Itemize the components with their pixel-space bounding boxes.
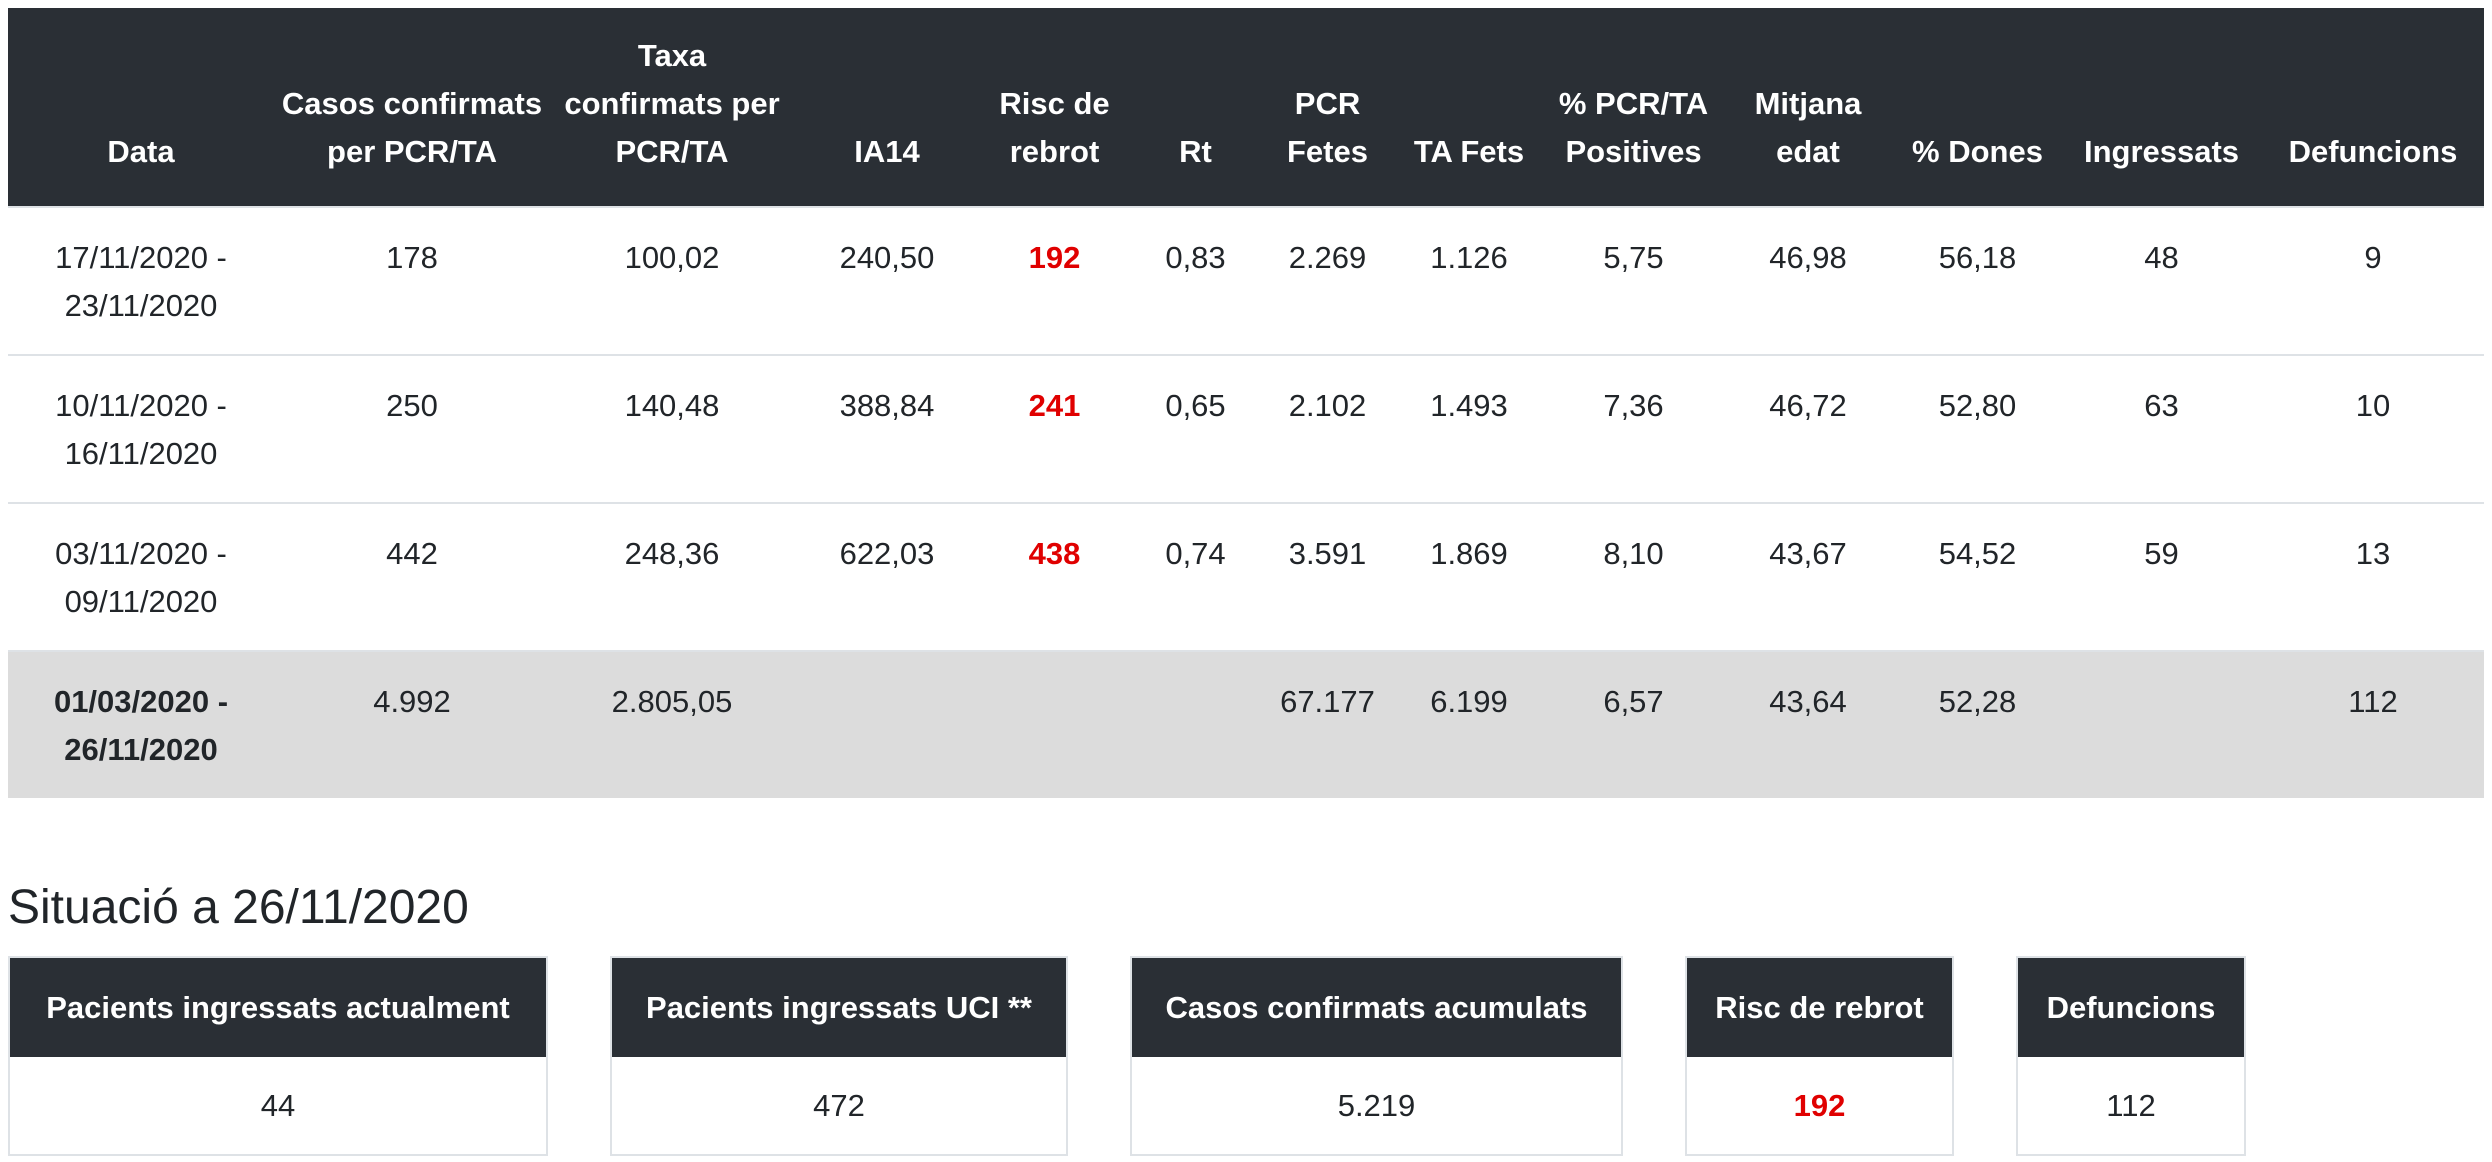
card-value: 5.219 (1337, 1087, 1416, 1123)
column-header: IA14 (794, 8, 980, 207)
table-cell: 250 (274, 354, 550, 503)
card-label: Defuncions (2018, 958, 2244, 1057)
column-header: Mitjana edat (1722, 8, 1894, 207)
table-cell: 56,18 (1894, 206, 2061, 355)
table-cell: 1.869 (1393, 502, 1545, 651)
table-cell: 438 (980, 502, 1129, 651)
table-cell (980, 650, 1129, 798)
table-row: 17/11/2020 - 23/11/2020 178 100,02 240,50 19… (8, 206, 2484, 355)
table-cell: 43,67 (1722, 502, 1894, 651)
table-cell: 0,74 (1129, 502, 1262, 651)
card-value: 112 (2106, 1087, 2156, 1123)
table-cell: 2.102 (1262, 354, 1393, 503)
table-cell: 59 (2061, 502, 2262, 651)
summary-card: Defuncions 112 (2016, 956, 2246, 1156)
table-cell: 248,36 (550, 502, 794, 651)
table-cell: 3.591 (1262, 502, 1393, 651)
card-value: 472 (813, 1087, 865, 1123)
summary-card: Pacients ingressats UCI ** 472 (610, 956, 1068, 1156)
card-label: Pacients ingressats UCI ** (612, 958, 1066, 1057)
table-cell: 03/11/2020 - 09/11/2020 (8, 502, 274, 651)
table-cell: 52,80 (1894, 354, 2061, 503)
table-cell: 5,75 (1545, 206, 1722, 355)
table-cell: 0,65 (1129, 354, 1262, 503)
table-cell: 100,02 (550, 206, 794, 355)
column-header: PCR Fetes (1262, 8, 1393, 207)
summary-card: Pacients ingressats actualment 44 (8, 956, 548, 1156)
table-cell: 0,83 (1129, 206, 1262, 355)
column-header: Taxa confirmats per PCR/TA (550, 8, 794, 207)
table-cell: 63 (2061, 354, 2262, 503)
table-cell (1129, 650, 1262, 798)
summary-card: Risc de rebrot 192 (1685, 956, 1954, 1156)
table-cell: 240,50 (794, 206, 980, 355)
table-cell: 1.493 (1393, 354, 1545, 503)
column-header: Data (8, 8, 274, 207)
table-cell (2061, 650, 2262, 798)
table-cell: 7,36 (1545, 354, 1722, 503)
card-label: Pacients ingressats actualment (10, 958, 546, 1057)
table-cell: 178 (274, 206, 550, 355)
table-cell: 52,28 (1894, 650, 2061, 798)
column-header: TA Fets (1393, 8, 1545, 207)
table-cell: 442 (274, 502, 550, 651)
table-cell: 241 (980, 354, 1129, 503)
column-header: Casos confirmats per PCR/TA (274, 8, 550, 207)
table-row: 01/03/2020 - 26/11/2020 4.992 2.805,05 67.1… (8, 650, 2484, 798)
summary-card: Casos confirmats acumulats 5.219 (1130, 956, 1623, 1156)
table-cell: 9 (2262, 206, 2484, 355)
table-row: 03/11/2020 - 09/11/2020 442 248,36 622,03 43… (8, 502, 2484, 651)
data-table: Data Casos confirmats per PCR/TA Taxa conf… (8, 8, 2484, 798)
card-value: 44 (260, 1087, 296, 1123)
table-cell: 10 (2262, 354, 2484, 503)
table-cell: 112 (2262, 650, 2484, 798)
column-header: Rt (1129, 8, 1262, 207)
table-cell: 10/11/2020 - 16/11/2020 (8, 354, 274, 503)
table-cell: 46,98 (1722, 206, 1894, 355)
table-cell: 140,48 (550, 354, 794, 503)
column-header: Defuncions (2262, 8, 2484, 207)
column-header: % PCR/TA Positives (1545, 8, 1722, 207)
table-cell (794, 650, 980, 798)
table-cell: 192 (980, 206, 1129, 355)
table-cell: 48 (2061, 206, 2262, 355)
table-cell: 8,10 (1545, 502, 1722, 651)
summary-title: Situació a 26/11/2020 (8, 881, 469, 934)
table-cell: 622,03 (794, 502, 980, 651)
card-label: Casos confirmats acumulats (1132, 958, 1621, 1057)
column-header: % Dones (1894, 8, 2061, 207)
table-cell: 01/03/2020 - 26/11/2020 (8, 650, 274, 798)
table-cell: 2.805,05 (550, 650, 794, 798)
card-label: Risc de rebrot (1687, 958, 1952, 1057)
table-cell: 2.269 (1262, 206, 1393, 355)
table-cell: 67.177 (1262, 650, 1393, 798)
table-cell: 43,64 (1722, 650, 1894, 798)
table-cell: 388,84 (794, 354, 980, 503)
table-cell: 46,72 (1722, 354, 1894, 503)
table-cell: 13 (2262, 502, 2484, 651)
table-cell: 4.992 (274, 650, 550, 798)
table-cell: 1.126 (1393, 206, 1545, 355)
card-value: 192 (1793, 1087, 1846, 1123)
column-header: Risc de rebrot (980, 8, 1129, 207)
table-cell: 54,52 (1894, 502, 2061, 651)
table-row: 10/11/2020 - 16/11/2020 250 140,48 388,84 24… (8, 354, 2484, 503)
column-header: Ingressats (2061, 8, 2262, 207)
table-cell: 6,57 (1545, 650, 1722, 798)
table-cell: 6.199 (1393, 650, 1545, 798)
table-cell: 17/11/2020 - 23/11/2020 (8, 206, 274, 355)
